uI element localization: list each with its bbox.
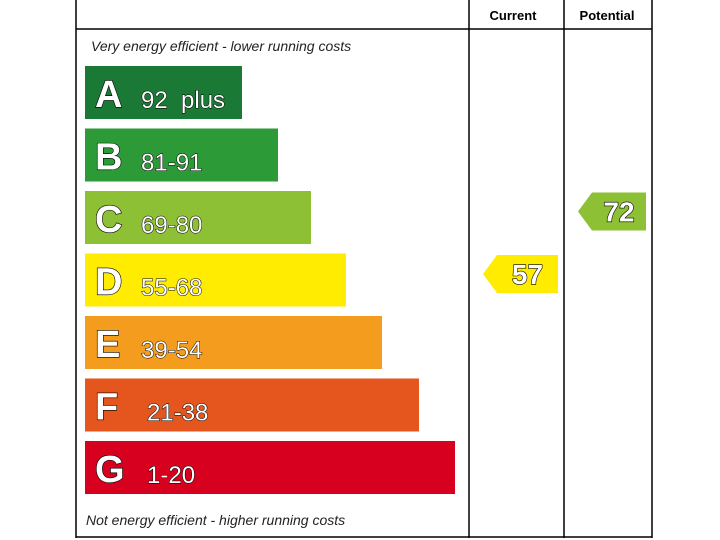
bottom-note: Not energy efficient - higher running co… bbox=[86, 512, 345, 528]
band-c-letter: C bbox=[95, 199, 122, 241]
current-rating-arrow-shape bbox=[483, 255, 558, 293]
band-b-range: 81-91 bbox=[141, 150, 202, 177]
band-g: G 1-20 bbox=[85, 441, 455, 494]
rating-bands: A 92 plus B 81-91 C 69-80 D 55-68 E 39-54 F 21-38 G 1… bbox=[85, 66, 455, 494]
band-g-range: 1-20 bbox=[147, 462, 195, 489]
current-column-header: Current bbox=[490, 8, 538, 23]
band-a-range: 92 plus bbox=[141, 87, 225, 114]
band-e-letter: E bbox=[95, 324, 120, 366]
band-e: E 39-54 bbox=[85, 316, 382, 369]
band-f-bar bbox=[85, 378, 419, 432]
potential-rating-arrow-shape bbox=[578, 192, 646, 231]
band-e-range: 39-54 bbox=[141, 337, 202, 364]
potential-rating-arrow: 72 bbox=[578, 192, 646, 231]
band-a: A 92 plus bbox=[85, 66, 242, 119]
band-g-letter: G bbox=[95, 449, 125, 491]
band-g-bar bbox=[85, 441, 455, 494]
band-f-letter: F bbox=[95, 387, 118, 429]
band-f-range: 21-38 bbox=[147, 400, 208, 427]
top-note: Very energy efficient - lower running co… bbox=[91, 38, 351, 54]
rating-arrows: 57 72 bbox=[483, 192, 646, 293]
band-b-bar bbox=[85, 128, 278, 182]
current-rating-arrow: 57 bbox=[483, 255, 558, 293]
chart-frame bbox=[75, 0, 653, 538]
band-c: C 69-80 bbox=[85, 191, 311, 244]
potential-column-header: Potential bbox=[580, 8, 635, 23]
current-rating-arrow-value: 57 bbox=[512, 259, 543, 290]
band-a-bar bbox=[85, 66, 242, 119]
band-b: B 81-91 bbox=[85, 128, 278, 182]
band-d-range: 55-68 bbox=[141, 275, 202, 302]
band-c-bar bbox=[85, 191, 311, 244]
potential-rating-arrow-value: 72 bbox=[603, 197, 634, 228]
band-d: D 55-68 bbox=[85, 253, 346, 307]
band-a-letter: A bbox=[95, 74, 122, 116]
band-d-bar bbox=[85, 253, 346, 307]
band-b-letter: B bbox=[95, 137, 122, 179]
band-c-range: 69-80 bbox=[141, 212, 202, 239]
band-d-letter: D bbox=[95, 262, 122, 304]
band-f: F 21-38 bbox=[85, 378, 419, 432]
band-e-bar bbox=[85, 316, 382, 369]
